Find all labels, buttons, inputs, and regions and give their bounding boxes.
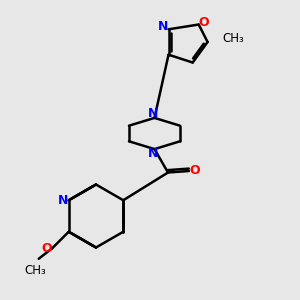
- Text: O: O: [198, 16, 209, 29]
- Text: N: N: [158, 20, 168, 33]
- Text: N: N: [148, 107, 158, 120]
- Text: CH₃: CH₃: [223, 32, 244, 46]
- Text: O: O: [41, 242, 52, 255]
- Text: N: N: [148, 147, 158, 161]
- Text: N: N: [58, 194, 68, 207]
- Text: CH₃: CH₃: [25, 264, 46, 277]
- Text: O: O: [190, 164, 200, 177]
